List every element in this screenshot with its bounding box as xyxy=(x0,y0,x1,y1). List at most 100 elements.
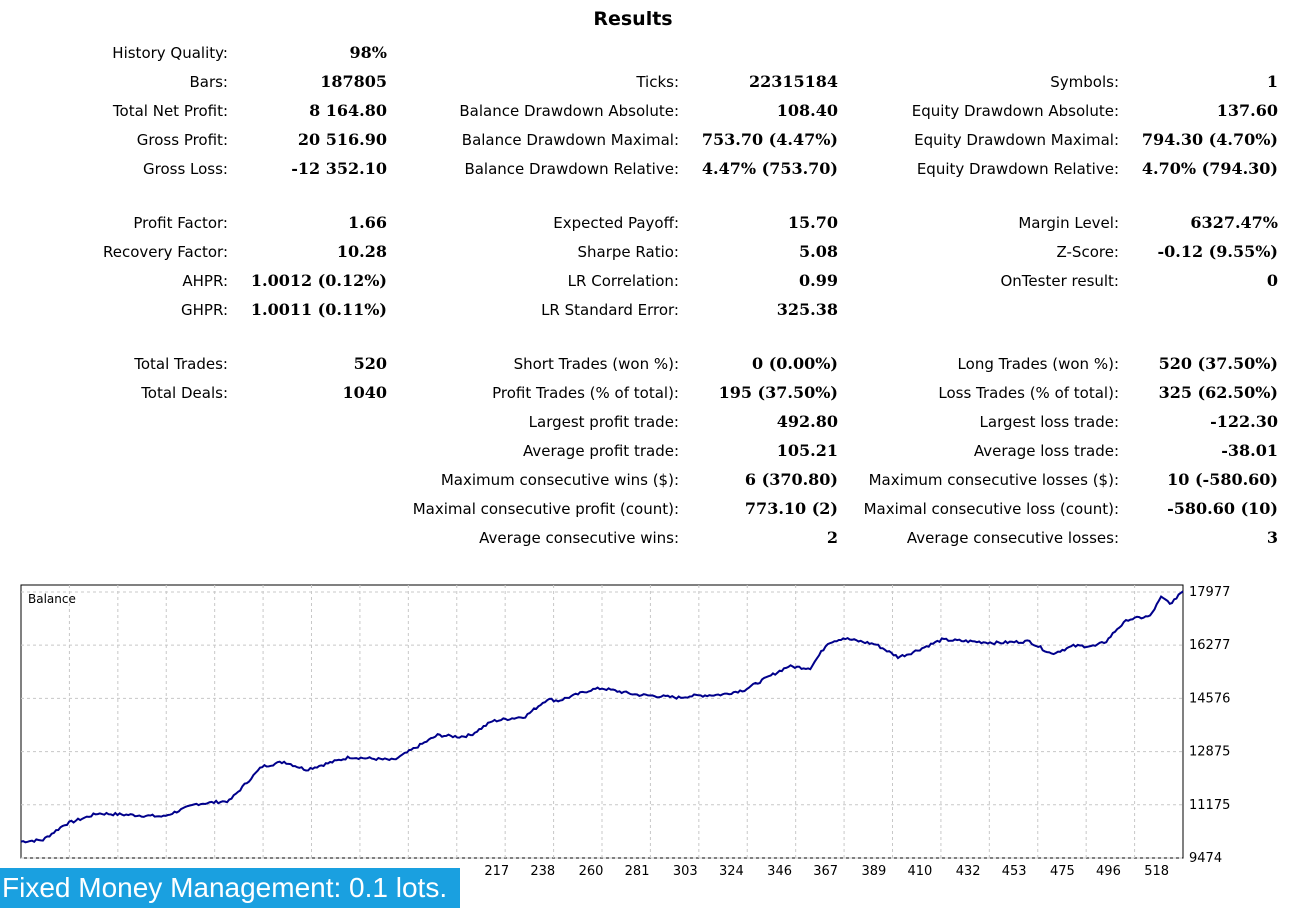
gross-loss-label: Gross Loss: xyxy=(143,160,228,178)
y-tick-label: 11175 xyxy=(1189,798,1230,813)
ticks-label: Ticks: xyxy=(636,73,679,91)
x-tick-label: 496 xyxy=(1096,864,1121,879)
recovery-factor-label: Recovery Factor: xyxy=(102,243,228,261)
equity-dd-rel-value: 4.70% (794.30) xyxy=(1141,159,1278,178)
total-net-profit-label: Total Net Profit: xyxy=(112,102,228,120)
max-consec-losses-value: 10 (-580.60) xyxy=(1167,470,1278,489)
total-net-profit-value: 8 164.80 xyxy=(309,101,387,120)
x-tick-label: 453 xyxy=(1002,864,1027,879)
ghpr-value: 1.0011 (0.11%) xyxy=(250,300,387,319)
equity-dd-max-value: 794.30 (4.70%) xyxy=(1141,130,1278,149)
short-trades-value: 0 (0.00%) xyxy=(751,354,838,373)
margin-level-label: Margin Level: xyxy=(1018,214,1119,232)
avg-consec-wins-label: Average consecutive wins: xyxy=(479,529,679,547)
x-tick-label: 432 xyxy=(956,864,981,879)
balance-dd-rel-value: 4.47% (753.70) xyxy=(701,159,838,178)
maximal-consec-profit-label: Maximal consecutive profit (count): xyxy=(412,500,679,518)
x-tick-label: 367 xyxy=(813,864,838,879)
profit-trades-value: 195 (37.50%) xyxy=(718,383,838,402)
ahpr-label: AHPR: xyxy=(182,272,228,290)
y-tick-label: 16277 xyxy=(1189,638,1230,653)
avg-consec-wins-value: 2 xyxy=(826,528,838,547)
max-consec-losses-label: Maximum consecutive losses ($): xyxy=(868,471,1119,489)
equity-dd-abs-label: Equity Drawdown Absolute: xyxy=(911,102,1119,120)
avg-consec-losses-value: 3 xyxy=(1266,528,1278,547)
lr-std-error-value: 325.38 xyxy=(776,300,838,319)
y-tick-label: 14576 xyxy=(1189,691,1230,706)
balance-dd-abs-value: 108.40 xyxy=(776,101,838,120)
money-management-banner: Fixed Money Management: 0.1 lots. xyxy=(0,868,460,908)
balance-dd-max-value: 753.70 (4.47%) xyxy=(701,130,838,149)
total-deals-label: Total Deals: xyxy=(141,384,228,402)
symbols-label: Symbols: xyxy=(1050,73,1119,91)
balance-dd-abs-label: Balance Drawdown Absolute: xyxy=(459,102,679,120)
x-tick-label: 260 xyxy=(579,864,604,879)
profit-trades-label: Profit Trades (% of total): xyxy=(492,384,679,402)
history-quality-value: 98% xyxy=(349,43,387,62)
equity-dd-max-label: Equity Drawdown Maximal: xyxy=(914,131,1119,149)
largest-profit-value: 492.80 xyxy=(776,412,838,431)
x-tick-label: 281 xyxy=(625,864,650,879)
bars-value: 187805 xyxy=(320,72,387,91)
recovery-factor-value: 10.28 xyxy=(336,242,387,261)
gross-profit-value: 20 516.90 xyxy=(297,130,387,149)
y-tick-label: 9474 xyxy=(1189,851,1222,866)
y-axis-ticks: 17977 16277 14576 12875 11175 9474 xyxy=(1189,585,1230,866)
long-trades-label: Long Trades (won %): xyxy=(957,355,1119,373)
x-tick-label: 324 xyxy=(719,864,744,879)
history-quality-label: History Quality: xyxy=(112,44,228,62)
total-deals-value: 1040 xyxy=(342,383,387,402)
avg-profit-value: 105.21 xyxy=(776,441,838,460)
chart-frame xyxy=(20,584,1184,859)
ontester-value: 0 xyxy=(1266,271,1278,290)
total-trades-value: 520 xyxy=(353,354,387,373)
x-tick-label: 389 xyxy=(861,864,886,879)
balance-dd-rel-label: Balance Drawdown Relative: xyxy=(464,160,679,178)
equity-dd-abs-value: 137.60 xyxy=(1216,101,1278,120)
avg-consec-losses-label: Average consecutive losses: xyxy=(906,529,1119,547)
lr-std-error-label: LR Standard Error: xyxy=(541,301,679,319)
largest-profit-label: Largest profit trade: xyxy=(528,413,679,431)
lr-correlation-value: 0.99 xyxy=(799,271,838,290)
long-trades-value: 520 (37.50%) xyxy=(1158,354,1278,373)
z-score-label: Z-Score: xyxy=(1056,243,1120,261)
total-trades-label: Total Trades: xyxy=(134,355,228,373)
loss-trades-value: 325 (62.50%) xyxy=(1158,383,1278,402)
x-tick-label: 303 xyxy=(673,864,698,879)
ghpr-label: GHPR: xyxy=(181,301,228,319)
short-trades-label: Short Trades (won %): xyxy=(513,355,679,373)
ontester-label: OnTester result: xyxy=(1000,272,1119,290)
expected-payoff-value: 15.70 xyxy=(787,213,838,232)
max-consec-wins-label: Maximum consecutive wins ($): xyxy=(440,471,679,489)
page-title: Results xyxy=(593,8,673,30)
x-axis-ticks: 217 238 260 281 303 324 346 367 389 410 432 453 475 4… xyxy=(484,864,1169,879)
gross-loss-value: -12 352.10 xyxy=(291,159,387,178)
x-tick-label: 346 xyxy=(767,864,792,879)
bars-label: Bars: xyxy=(189,73,228,91)
max-consec-wins-value: 6 (370.80) xyxy=(744,470,838,489)
y-tick-label: 12875 xyxy=(1189,745,1230,760)
avg-loss-label: Average loss trade: xyxy=(973,442,1119,460)
maximal-consec-loss-value: -580.60 (10) xyxy=(1167,499,1278,518)
lr-correlation-label: LR Correlation: xyxy=(567,272,679,290)
balance-dd-max-label: Balance Drawdown Maximal: xyxy=(461,131,679,149)
ticks-value: 22315184 xyxy=(748,72,838,91)
expected-payoff-label: Expected Payoff: xyxy=(553,214,679,232)
avg-loss-value: -38.01 xyxy=(1221,441,1278,460)
chart-title: Balance xyxy=(28,592,76,606)
loss-trades-label: Loss Trades (% of total): xyxy=(938,384,1119,402)
symbols-value: 1 xyxy=(1266,72,1278,91)
avg-profit-label: Average profit trade: xyxy=(522,442,679,460)
equity-dd-rel-label: Equity Drawdown Relative: xyxy=(916,160,1119,178)
sharpe-ratio-label: Sharpe Ratio: xyxy=(577,243,679,261)
maximal-consec-profit-value: 773.10 (2) xyxy=(744,499,838,518)
profit-factor-value: 1.66 xyxy=(348,213,387,232)
z-score-value: -0.12 (9.55%) xyxy=(1157,242,1279,261)
x-tick-label: 410 xyxy=(907,864,932,879)
largest-loss-value: -122.30 xyxy=(1210,412,1278,431)
maximal-consec-loss-label: Maximal consecutive loss (count): xyxy=(863,500,1119,518)
x-tick-label: 518 xyxy=(1144,864,1169,879)
chart-grid xyxy=(21,585,1183,859)
sharpe-ratio-value: 5.08 xyxy=(799,242,838,261)
balance-series-line xyxy=(20,590,1184,844)
